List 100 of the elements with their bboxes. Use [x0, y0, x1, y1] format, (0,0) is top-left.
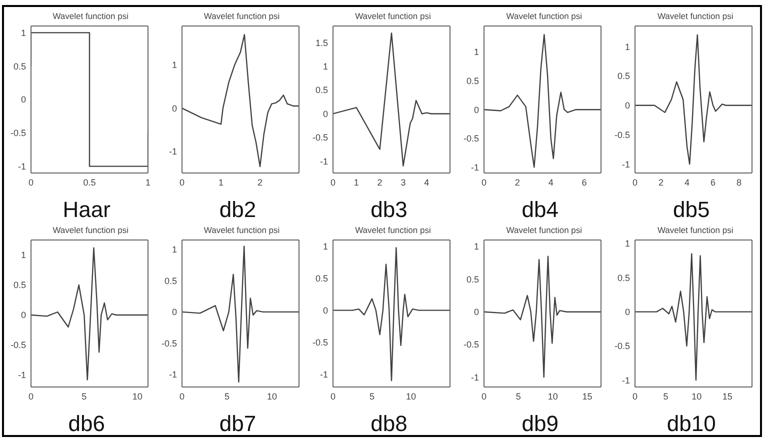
y-tick-label: 0.5: [13, 61, 26, 72]
y-tick-label: 0.5: [466, 274, 480, 284]
y-tick-label: 0: [322, 108, 328, 119]
chart-title: Wavelet function psi: [505, 225, 582, 235]
y-tick-label: -1: [18, 370, 26, 380]
x-axis-title: db8: [370, 411, 408, 437]
x-tick-label: 4: [548, 177, 554, 188]
x-tick-label: 1: [218, 177, 224, 188]
line-series: [332, 32, 450, 166]
y-tick-label: -0.5: [464, 134, 480, 144]
chart-title: Wavelet function psi: [505, 11, 582, 21]
x-tick-label: 0: [28, 391, 34, 402]
chart-title: Wavelet function psi: [202, 225, 280, 235]
x-tick-label: 5: [664, 391, 669, 402]
page-frame: Wavelet function psi 0 0.5 1 -1 -0.5 0 0.5 1 Haar Wavelet function psi 0 1 2 -1 0 1 db2 Wavelet function psi 0 1 2 3 4 -1 -0.5 0 0.5 1 1.5 db3 Wavelet function psi 0 2 4 6 -1 -0.5 0 0.5 1 db4 Wavelet function psi 0 2 4 6 8 -1 -0.5 0 0.5 1 db5 Wavelet function psi 0 5 10 -1 -0.5 0 0.5 1 db6 Wavelet function psi 0 5 10 -1 -0.5 0 0.5 1 db7 Wavelet function psi 0 5 10 -1 -0.5 0 0.5 1 db8 Wavelet function psi 0 5 10 15 -1 -0.5 0 0.5 1 db9 Wavelet function psi 0 5 10 15 -1 -0.5 0 0.5 1 db10: [2, 5, 762, 437]
y-tick-label: 1: [474, 242, 480, 252]
x-tick-label: 15: [722, 391, 733, 402]
x-tick-label: 5: [516, 391, 522, 402]
x-axis-title: db5: [672, 197, 710, 223]
x-tick-label: 3: [400, 177, 406, 188]
y-tick-label: -0.5: [312, 337, 328, 348]
y-tick-label: -1: [471, 372, 480, 382]
line-series: [484, 256, 602, 378]
x-tick-label: 0: [632, 391, 638, 402]
line-series: [182, 246, 299, 383]
line-series: [635, 253, 752, 381]
y-tick-label: 0: [172, 103, 177, 114]
x-tick-label: 15: [582, 391, 592, 402]
line-series: [484, 34, 602, 168]
y-tick-label: -0.5: [614, 341, 630, 352]
chart-title: Wavelet function psi: [354, 11, 431, 21]
x-tick-label: 6: [582, 177, 587, 188]
y-tick-label: -1: [18, 162, 26, 172]
x-tick-label: 0: [330, 177, 336, 188]
x-tick-label: 8: [736, 177, 742, 188]
line-series: [635, 34, 752, 165]
x-axis-title: db9: [520, 411, 559, 437]
x-tick-label: 0.5: [82, 177, 96, 188]
chart-title: Wavelet function psi: [656, 225, 734, 235]
x-tick-label: 5: [81, 391, 86, 402]
x-tick-label: 0: [482, 177, 487, 188]
y-tick-label: 1: [322, 62, 328, 72]
y-tick-label: -1: [622, 375, 630, 386]
y-tick-label: 0: [322, 306, 328, 316]
x-tick-label: 5: [369, 391, 374, 402]
y-tick-label: 1.5: [315, 38, 328, 48]
y-tick-label: 1: [172, 244, 177, 255]
x-tick-label: 4: [684, 177, 690, 188]
y-tick-label: -0.5: [10, 340, 26, 350]
y-tick-label: 1: [172, 60, 177, 70]
x-axis-title: db2: [218, 197, 256, 223]
x-tick-label: 0: [179, 177, 184, 188]
y-tick-label: 1: [322, 242, 328, 252]
x-tick-label: 0: [179, 391, 184, 402]
x-tick-label: 5: [224, 391, 230, 402]
x-axis-title: db3: [370, 197, 408, 223]
y-tick-label: 1: [625, 42, 630, 52]
y-tick-label: 0: [474, 307, 480, 318]
y-tick-label: 1: [20, 28, 26, 38]
y-tick-label: 0: [474, 104, 480, 115]
x-tick-label: 2: [257, 177, 262, 188]
line-series: [332, 247, 450, 382]
y-tick-label: -1: [320, 369, 328, 380]
x-axis-title: db4: [520, 197, 559, 223]
x-tick-label: 0: [632, 177, 638, 188]
chart-title: Wavelet function psi: [52, 11, 128, 21]
y-tick-label: 1: [20, 250, 26, 260]
y-tick-label: 0.5: [618, 272, 630, 283]
x-tick-label: 0: [28, 177, 34, 188]
x-tick-label: 6: [710, 177, 716, 188]
y-tick-label: 0: [625, 100, 630, 111]
y-tick-label: -0.5: [614, 130, 630, 140]
y-tick-label: 0: [20, 94, 26, 105]
y-tick-label: -0.5: [10, 128, 26, 138]
y-tick-label: 0.5: [315, 85, 328, 96]
x-tick-label: 0: [330, 391, 336, 402]
x-tick-label: 1: [354, 177, 359, 188]
x-tick-label: 2: [658, 177, 664, 188]
y-tick-label: 0.5: [13, 280, 26, 290]
chart-title: Wavelet function psi: [656, 11, 734, 21]
y-tick-label: -1: [168, 370, 177, 380]
x-axis-title: db10: [666, 411, 716, 437]
x-tick-label: 2: [377, 177, 382, 188]
chart-title: Wavelet function psi: [52, 225, 128, 235]
y-tick-label: 0: [20, 310, 26, 320]
x-axis-title: Haar: [62, 197, 110, 223]
y-tick-label: 1: [474, 47, 480, 58]
y-tick-label: -1: [168, 146, 177, 157]
y-tick-label: -0.5: [161, 338, 177, 348]
x-tick-label: 10: [132, 391, 142, 402]
y-tick-label: -1: [471, 162, 480, 172]
x-tick-label: 0: [482, 391, 487, 402]
x-axis-title: db7: [218, 411, 256, 437]
line-series: [182, 34, 299, 168]
y-tick-label: 0.5: [315, 274, 328, 284]
y-tick-label: 0.5: [618, 71, 630, 82]
chart-title: Wavelet function psi: [202, 11, 280, 21]
y-tick-label: -0.5: [312, 132, 328, 143]
x-tick-label: 2: [515, 177, 520, 188]
y-tick-label: 0.5: [466, 76, 480, 86]
